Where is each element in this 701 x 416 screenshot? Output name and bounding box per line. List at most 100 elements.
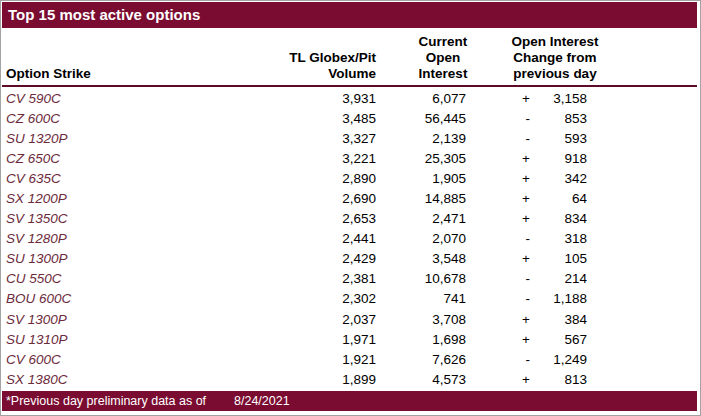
volume-cell: 3,485 [256,111,376,126]
change-value-cell: 342 [530,171,587,186]
column-header-oi-change-line2: Change from [468,50,642,66]
option-strike-cell: SX 1200P [2,191,256,206]
change-sign-cell: - [466,231,530,246]
open-interest-cell: 4,573 [376,372,466,387]
option-strike-cell: SV 1350C [2,211,256,226]
open-interest-cell: 741 [376,291,466,306]
change-value-cell: 1,188 [530,291,587,306]
table-row: SU 1320P 3,327 2,139 - 593 [2,128,697,148]
volume-cell: 2,690 [256,191,376,206]
open-interest-cell: 25,305 [376,151,466,166]
table-row: SX 1380C 1,899 4,573 + 813 [2,369,697,389]
option-strike-cell: SV 1300P [2,312,256,327]
table-row: CV 600C 1,921 7,626 - 1,249 [2,349,697,369]
volume-cell: 3,931 [256,91,376,106]
column-header-oi-change: Open Interest Change from previous day [468,34,642,82]
open-interest-cell: 6,077 [376,91,466,106]
table-row: CZ 650C 3,221 25,305 + 918 [2,148,697,168]
table-body: CV 590C 3,931 6,077 + 3,158 CZ 600C 3,48… [2,88,697,389]
table-row: SV 1350C 2,653 2,471 + 834 [2,209,697,229]
volume-cell: 2,653 [256,211,376,226]
change-sign-cell: + [466,151,530,166]
change-value-cell: 3,158 [530,91,587,106]
column-header-volume: TL Globex/Pit Volume [252,50,376,82]
open-interest-cell: 10,678 [376,271,466,286]
option-strike-cell: CU 550C [2,271,256,286]
volume-cell: 1,899 [256,372,376,387]
change-sign-cell: + [466,171,530,186]
change-sign-cell: - [466,271,530,286]
table-row: BOU 600C 2,302 741 - 1,188 [2,289,697,309]
open-interest-cell: 3,708 [376,312,466,327]
volume-cell: 2,441 [256,231,376,246]
change-sign-cell: + [466,332,530,347]
table-row: SV 1300P 2,037 3,708 + 384 [2,309,697,329]
table-row: SU 1300P 2,429 3,548 + 105 [2,249,697,269]
footer-bar: *Previous day preliminary data as of 8/2… [2,391,697,411]
option-strike-cell: SX 1380C [2,372,256,387]
column-header-volume-line1: TL Globex/Pit [252,50,376,66]
option-strike-cell: CV 635C [2,171,256,186]
column-header-option-strike: Option Strike [6,66,91,82]
change-value-cell: 834 [530,211,587,226]
change-value-cell: 567 [530,332,587,347]
option-strike-cell: SU 1310P [2,332,256,347]
option-strike-cell: CV 600C [2,352,256,367]
volume-cell: 3,221 [256,151,376,166]
table-row: SU 1310P 1,971 1,698 + 567 [2,329,697,349]
volume-cell: 1,971 [256,332,376,347]
open-interest-cell: 7,626 [376,352,466,367]
change-value-cell: 918 [530,151,587,166]
change-sign-cell: + [466,91,530,106]
options-report: Top 15 most active options Option Strike… [0,0,701,416]
header-divider [2,85,697,87]
change-value-cell: 1,249 [530,352,587,367]
change-sign-cell: + [466,251,530,266]
table-header: Option Strike TL Globex/Pit Volume Curre… [2,28,697,85]
option-strike-cell: BOU 600C [2,291,256,306]
column-header-oi-change-line3: previous day [468,66,642,82]
option-strike-cell: CZ 600C [2,111,256,126]
change-sign-cell: - [466,291,530,306]
change-value-cell: 813 [530,372,587,387]
option-strike-cell: CZ 650C [2,151,256,166]
change-sign-cell: + [466,372,530,387]
change-sign-cell: - [466,352,530,367]
open-interest-cell: 2,139 [376,131,466,146]
volume-cell: 2,429 [256,251,376,266]
footer-date: 8/24/2021 [234,391,290,411]
volume-cell: 2,037 [256,312,376,327]
open-interest-cell: 56,445 [376,111,466,126]
report-title: Top 15 most active options [2,2,697,28]
option-strike-cell: SU 1300P [2,251,256,266]
change-sign-cell: + [466,312,530,327]
option-strike-cell: SV 1280P [2,231,256,246]
change-sign-cell: - [466,111,530,126]
open-interest-cell: 2,070 [376,231,466,246]
open-interest-cell: 1,698 [376,332,466,347]
open-interest-cell: 3,548 [376,251,466,266]
change-value-cell: 318 [530,231,587,246]
column-header-volume-line2: Volume [252,66,376,82]
table-row: CZ 600C 3,485 56,445 - 853 [2,108,697,128]
table-row: SV 1280P 2,441 2,070 - 318 [2,229,697,249]
volume-cell: 2,302 [256,291,376,306]
volume-cell: 1,921 [256,352,376,367]
change-value-cell: 64 [530,191,587,206]
open-interest-cell: 14,885 [376,191,466,206]
option-strike-cell: CV 590C [2,91,256,106]
volume-cell: 2,381 [256,271,376,286]
open-interest-cell: 1,905 [376,171,466,186]
table-row: SX 1200P 2,690 14,885 + 64 [2,188,697,208]
option-strike-cell: SU 1320P [2,131,256,146]
table-row: CU 550C 2,381 10,678 - 214 [2,269,697,289]
volume-cell: 2,890 [256,171,376,186]
change-sign-cell: + [466,191,530,206]
change-value-cell: 853 [530,111,587,126]
footer-note: *Previous day preliminary data as of [6,391,206,411]
change-value-cell: 593 [530,131,587,146]
volume-cell: 3,327 [256,131,376,146]
change-value-cell: 384 [530,312,587,327]
change-sign-cell: + [466,211,530,226]
change-value-cell: 105 [530,251,587,266]
